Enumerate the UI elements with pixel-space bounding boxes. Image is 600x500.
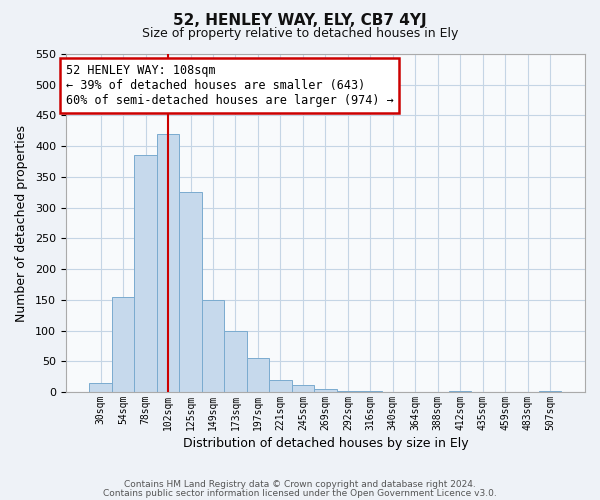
Text: Size of property relative to detached houses in Ely: Size of property relative to detached ho…: [142, 28, 458, 40]
Bar: [314, 389, 337, 392]
Bar: [134, 156, 157, 392]
Bar: [179, 192, 202, 392]
X-axis label: Distribution of detached houses by size in Ely: Distribution of detached houses by size …: [182, 437, 468, 450]
Bar: [157, 134, 179, 392]
Bar: [202, 300, 224, 392]
Text: Contains HM Land Registry data © Crown copyright and database right 2024.: Contains HM Land Registry data © Crown c…: [124, 480, 476, 489]
Bar: [292, 384, 314, 392]
Text: 52, HENLEY WAY, ELY, CB7 4YJ: 52, HENLEY WAY, ELY, CB7 4YJ: [173, 12, 427, 28]
Bar: [269, 380, 292, 392]
Y-axis label: Number of detached properties: Number of detached properties: [15, 124, 28, 322]
Bar: [224, 330, 247, 392]
Text: 52 HENLEY WAY: 108sqm
← 39% of detached houses are smaller (643)
60% of semi-det: 52 HENLEY WAY: 108sqm ← 39% of detached …: [66, 64, 394, 107]
Bar: [89, 383, 112, 392]
Bar: [112, 297, 134, 392]
Bar: [247, 358, 269, 392]
Text: Contains public sector information licensed under the Open Government Licence v3: Contains public sector information licen…: [103, 489, 497, 498]
